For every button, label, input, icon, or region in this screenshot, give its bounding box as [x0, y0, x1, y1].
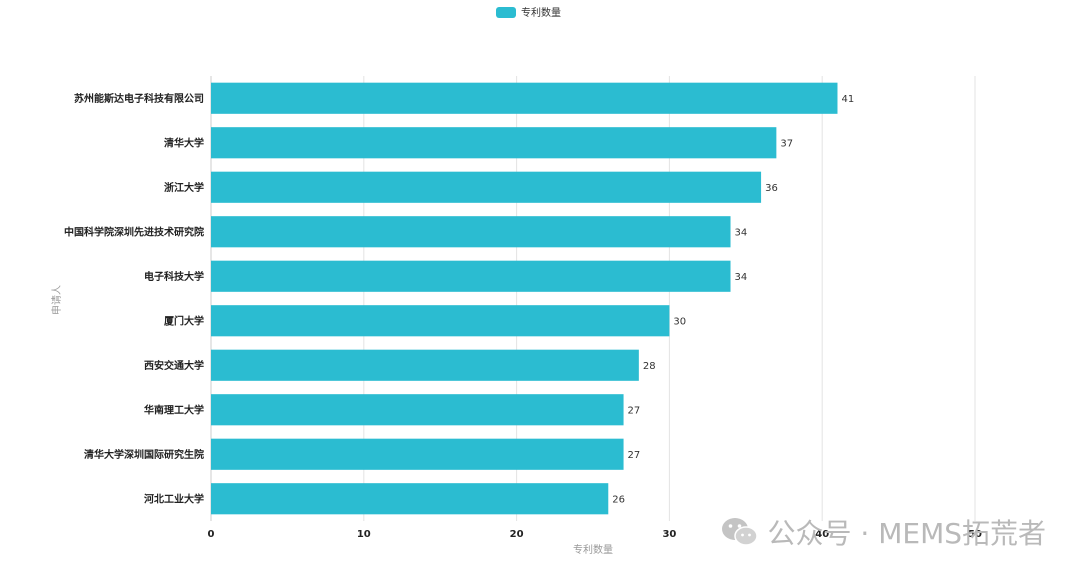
value-label: 27	[628, 405, 641, 416]
value-labels: 41 37 36 34 34 30 28 27 27 26	[612, 94, 854, 506]
bar[interactable]	[211, 483, 609, 515]
bar[interactable]	[211, 394, 624, 426]
category-label: 厦门大学	[164, 314, 204, 327]
wechat-icon	[721, 518, 758, 546]
y-axis-title: 申请人	[50, 285, 63, 315]
x-tick-label: 40	[815, 529, 829, 540]
value-label: 36	[765, 183, 778, 194]
value-label: 28	[643, 361, 656, 372]
category-label: 华南理工大学	[144, 403, 204, 416]
x-tick-label: 0	[208, 529, 215, 540]
bar[interactable]	[211, 349, 639, 381]
x-tick-label: 10	[357, 529, 371, 540]
category-label: 中国科学院深圳先进技术研究院	[64, 225, 204, 238]
value-label: 34	[735, 227, 748, 238]
bar[interactable]	[211, 216, 731, 248]
legend-label: 专利数量	[521, 6, 561, 19]
x-tick-label: 30	[662, 529, 676, 540]
bar[interactable]	[211, 127, 777, 159]
value-label: 30	[673, 316, 686, 327]
category-label: 河北工业大学	[144, 492, 204, 505]
bar[interactable]	[211, 260, 731, 292]
bar[interactable]	[211, 82, 838, 114]
value-label: 27	[628, 450, 641, 461]
watermark: 公众号 · MEMS拓荒者	[720, 512, 1046, 552]
value-label: 34	[735, 272, 748, 283]
bars	[211, 82, 838, 515]
value-label: 41	[841, 94, 854, 105]
value-label: 37	[780, 138, 793, 149]
category-label: 电子科技大学	[144, 270, 204, 283]
legend[interactable]: 专利数量	[496, 6, 561, 19]
legend-swatch	[496, 7, 516, 18]
category-label: 清华大学	[164, 136, 204, 149]
x-tick-label: 50	[968, 529, 982, 540]
category-label: 西安交通大学	[144, 359, 204, 372]
x-tick-label: 20	[510, 529, 524, 540]
bar[interactable]	[211, 305, 670, 337]
bar[interactable]	[211, 438, 624, 470]
category-label: 清华大学深圳国际研究生院	[84, 448, 204, 461]
bar[interactable]	[211, 171, 762, 203]
x-axis-title: 专利数量	[573, 543, 613, 556]
value-label: 26	[612, 494, 625, 505]
category-labels: 苏州能斯达电子科技有限公司清华大学浙江大学中国科学院深圳先进技术研究院电子科技大…	[64, 92, 204, 506]
category-label: 苏州能斯达电子科技有限公司	[74, 92, 204, 105]
watermark-text: 公众号 · MEMS拓荒者	[767, 517, 1046, 550]
category-label: 浙江大学	[164, 181, 204, 194]
x-tick-labels: 0 10 20 30 40 50	[208, 529, 982, 540]
